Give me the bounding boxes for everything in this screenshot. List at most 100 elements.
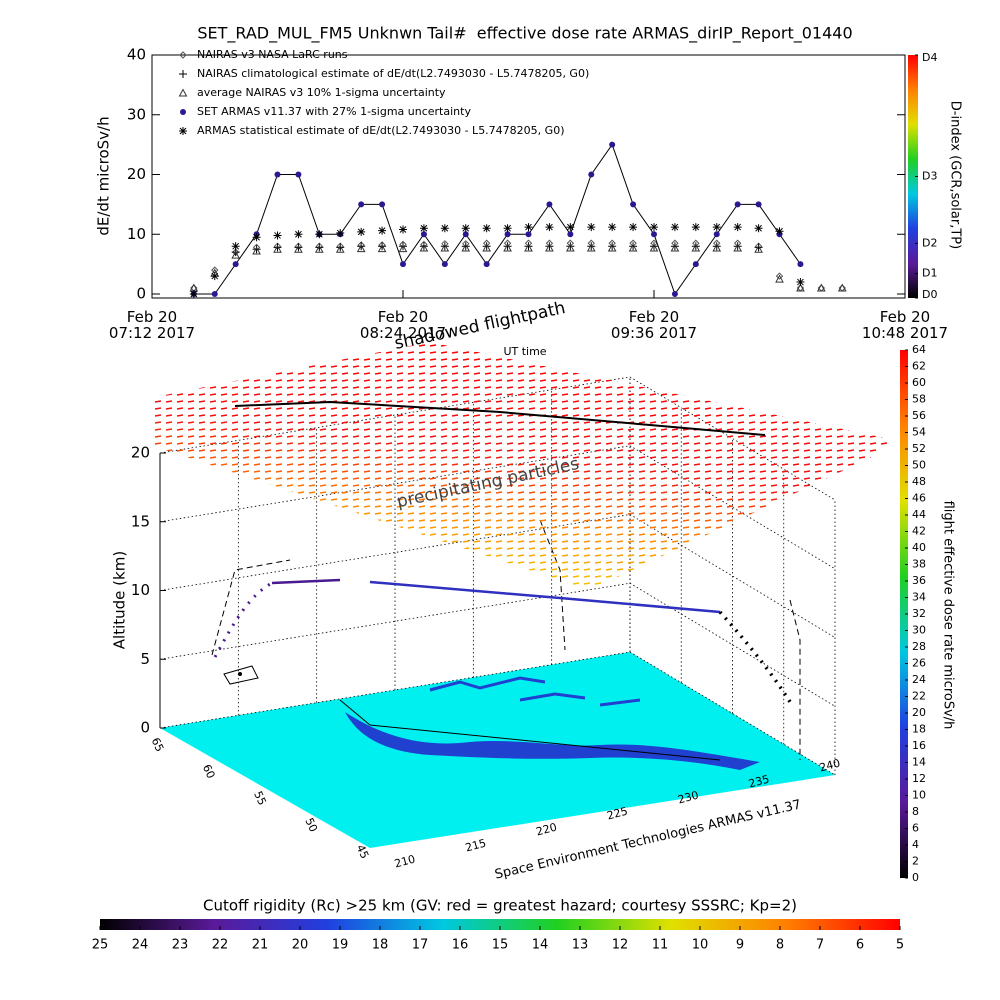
marker (565, 243, 575, 252)
colorbar-tick-label: 23 (172, 938, 189, 953)
colorbar-tick-label: 22 (212, 938, 229, 953)
marker (754, 224, 763, 233)
marker (796, 283, 805, 292)
colorbar-tick-label: 28 (912, 640, 926, 653)
marker (754, 244, 763, 253)
colorbar-tick-label: 56 (912, 409, 926, 422)
marker (692, 239, 700, 247)
marker (179, 51, 187, 59)
colorbar-tick-label: 60 (912, 376, 926, 389)
z-tick-label: 20 (131, 444, 150, 462)
descent (718, 610, 794, 706)
marker (567, 231, 574, 238)
marker (546, 201, 553, 208)
marker (796, 278, 805, 287)
marker (335, 244, 345, 253)
marker (378, 242, 387, 251)
colorbar-tick-label: 21 (252, 938, 269, 953)
lon-tick-label: 230 (676, 789, 700, 807)
projection-line (789, 599, 801, 760)
colorbar-tick-label: 14 (912, 756, 926, 769)
marker (524, 239, 533, 247)
marker (775, 274, 784, 283)
marker (586, 243, 596, 252)
colorbar-tick-label: 9 (736, 938, 744, 953)
colorbar-tick-label: 18 (912, 723, 926, 736)
marker (356, 244, 366, 253)
marker (733, 239, 742, 247)
colorbar-tick-label: 8 (912, 805, 919, 818)
origin-marker (223, 665, 259, 685)
origin-point (238, 672, 242, 676)
colorbar-tick-label: D0 (922, 288, 937, 301)
marker (630, 201, 637, 208)
colorbar (100, 919, 900, 930)
marker (295, 171, 302, 178)
colorbar-tick-label: 32 (912, 607, 926, 620)
colorbar-tick-label: 40 (912, 541, 926, 554)
marker (399, 225, 407, 234)
lon-tick-label: 210 (393, 853, 417, 871)
shadowed-flightpath (234, 400, 766, 436)
marker (441, 261, 448, 268)
legend-label: NAIRAS v3 NASA LaRC runs (197, 48, 348, 61)
colorbar-tick-label: 58 (912, 393, 926, 406)
colorbar-tick-label: 6 (912, 822, 919, 835)
colorbar-tick-label: 24 (132, 938, 149, 953)
marker (398, 244, 408, 253)
legend-label: ARMAS statistical estimate of dE/dt(L2.7… (197, 124, 564, 137)
marker (211, 291, 218, 297)
marker (670, 243, 680, 252)
lat-tick-label: 65 (149, 736, 167, 754)
colorbar-tick-label: 46 (912, 492, 926, 505)
x-tick-label: Feb 20 09:36 2017 (611, 308, 697, 342)
marker (315, 230, 324, 239)
marker (504, 231, 511, 238)
marker (816, 283, 826, 292)
colorbar-tick-label: 24 (912, 673, 926, 686)
marker (179, 70, 187, 78)
marker (734, 201, 741, 208)
y-tick-label: 30 (127, 105, 146, 123)
marker (294, 244, 303, 253)
marker (482, 239, 491, 247)
marker (692, 261, 699, 268)
x-axis-label: UT time (503, 345, 546, 358)
z-tick-label: 5 (140, 650, 150, 668)
marker (775, 227, 784, 236)
marker (482, 243, 492, 252)
marker (400, 261, 406, 268)
marker (525, 231, 532, 238)
marker (524, 243, 533, 252)
marker (483, 261, 490, 268)
ascent (213, 581, 273, 658)
marker (629, 239, 637, 247)
colorbar-tick-label: 42 (912, 525, 926, 538)
colorbar-tick-label: 64 (912, 343, 926, 356)
legend-label: SET ARMAS v11.37 with 27% 1-sigma uncert… (197, 105, 471, 118)
colorbar-tick-label: 5 (896, 938, 904, 953)
marker (755, 201, 762, 208)
colorbar (900, 350, 908, 878)
lat-tick-label: 45 (354, 843, 372, 861)
colorbar-label: Cutoff rigidity (Rc) >25 km (GV: red = g… (203, 897, 797, 915)
marker (587, 239, 595, 247)
marker (462, 231, 469, 238)
series-line (193, 143, 801, 296)
colorbar-tick-label: 22 (912, 690, 926, 703)
marker (837, 283, 847, 292)
colorbar-tick-label: D1 (922, 267, 937, 280)
colorbar-tick-label: 12 (912, 772, 926, 785)
colorbar-tick-label: 8 (776, 938, 784, 953)
lon-tick-label: 240 (818, 757, 842, 775)
marker (608, 239, 616, 247)
marker (733, 223, 742, 232)
z-axis-label: Altitude (km) (111, 551, 129, 649)
marker (607, 243, 617, 252)
marker (461, 243, 471, 252)
marker (545, 239, 554, 247)
y-tick-label: 10 (127, 225, 146, 243)
y-axis-label: dE/dt microSv/h (95, 116, 113, 235)
marker (545, 223, 554, 232)
coastline (345, 712, 760, 770)
